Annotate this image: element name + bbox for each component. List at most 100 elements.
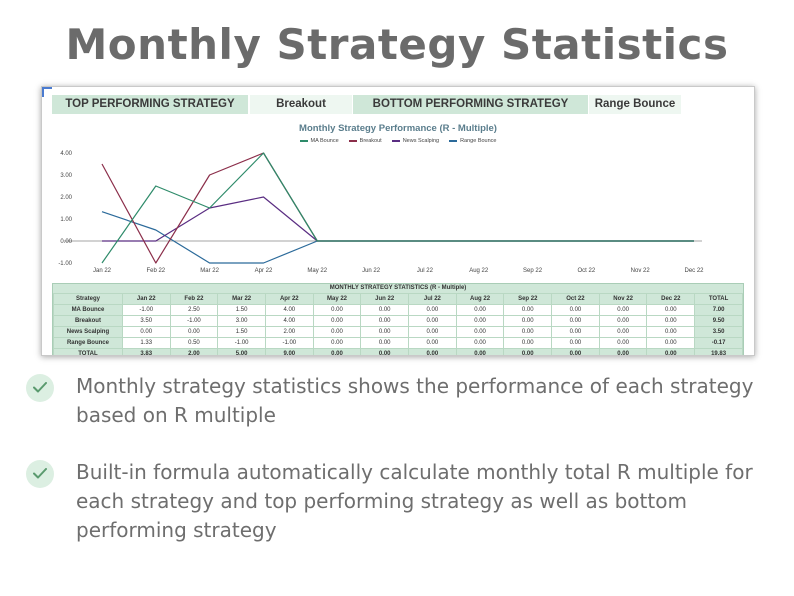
strategy-name-cell[interactable]: News Scalping <box>53 326 123 338</box>
column-header[interactable]: Mar 22 <box>217 293 266 305</box>
column-header[interactable]: Jan 22 <box>121 293 171 305</box>
table-cell[interactable]: 0.00 <box>503 304 553 316</box>
table-cell[interactable]: 0.00 <box>503 337 553 349</box>
strategy-name-cell[interactable]: TOTAL <box>53 348 123 355</box>
column-header[interactable]: Aug 22 <box>455 293 505 305</box>
table-cell[interactable]: 0.00 <box>360 315 410 327</box>
table-cell[interactable]: -1.00 <box>169 315 219 327</box>
table-cell[interactable]: 0.00 <box>408 315 457 327</box>
table-cell[interactable]: 4.00 <box>264 315 314 327</box>
table-cell[interactable]: 0.00 <box>646 304 696 316</box>
table-cell[interactable]: 1.33 <box>121 337 171 349</box>
table-cell[interactable]: 0.00 <box>360 326 410 338</box>
column-header[interactable]: Jun 22 <box>360 293 410 305</box>
table-cell[interactable]: 0.00 <box>503 315 553 327</box>
strategy-name-cell[interactable]: Range Bounce <box>53 337 123 349</box>
table-cell[interactable]: 0.00 <box>503 348 553 355</box>
table-cell[interactable]: 5.00 <box>217 348 266 355</box>
table-cell[interactable]: 0.00 <box>646 337 696 349</box>
table-cell[interactable]: 3.50 <box>121 315 171 327</box>
table-cell[interactable]: 0.00 <box>408 348 457 355</box>
table-cell[interactable]: 0.00 <box>551 315 600 327</box>
table-cell[interactable]: 2.50 <box>169 304 219 316</box>
x-tick-label: May 22 <box>307 268 327 274</box>
table-cell[interactable]: 0.00 <box>646 326 696 338</box>
table-cell[interactable]: 9.50 <box>694 315 743 327</box>
column-header[interactable]: Dec 22 <box>646 293 696 305</box>
table-cell[interactable]: 0.00 <box>646 315 696 327</box>
y-tick-label: -1.00 <box>58 261 72 267</box>
table-cell[interactable]: 0.00 <box>455 348 505 355</box>
column-header[interactable]: Nov 22 <box>598 293 648 305</box>
table-cell[interactable]: 3.00 <box>217 315 266 327</box>
table-cell[interactable]: 0.00 <box>455 315 505 327</box>
x-tick-label: Jul 22 <box>417 268 434 274</box>
column-header[interactable]: Strategy <box>53 293 123 305</box>
table-cell[interactable]: 3.50 <box>694 326 743 338</box>
table-cell[interactable]: 0.00 <box>408 304 457 316</box>
legend-item: Range Bounce <box>449 138 496 144</box>
x-tick-label: Apr 22 <box>255 268 273 274</box>
table-cell[interactable]: 2.00 <box>264 326 314 338</box>
table-cell[interactable]: 0.00 <box>551 337 600 349</box>
table-cell[interactable]: 0.00 <box>408 326 457 338</box>
series-line-news-scalping <box>102 196 694 242</box>
table-cell[interactable]: 7.00 <box>694 304 743 316</box>
table-cell[interactable]: 0.00 <box>646 348 696 355</box>
table-cell[interactable]: 19.83 <box>694 348 743 355</box>
table-cell[interactable]: 3.83 <box>121 348 171 355</box>
legend-item: MA Bounce <box>299 138 339 144</box>
table-cell[interactable]: 0.00 <box>312 304 362 316</box>
table-cell[interactable]: 4.00 <box>264 304 314 316</box>
table-cell[interactable]: 0.00 <box>598 304 648 316</box>
table-cell[interactable]: 2.00 <box>169 348 219 355</box>
table-cell[interactable]: 0.00 <box>503 326 553 338</box>
table-cell[interactable]: 1.50 <box>217 304 266 316</box>
column-header[interactable]: TOTAL <box>694 293 743 305</box>
x-tick-label: Jun 22 <box>362 268 381 274</box>
table-cell[interactable]: 0.00 <box>551 304 600 316</box>
column-header[interactable]: Jul 22 <box>408 293 457 305</box>
table-cell[interactable]: 0.00 <box>551 348 600 355</box>
bottom-performing-value[interactable]: Range Bounce <box>589 95 681 114</box>
table-cell[interactable]: 0.00 <box>121 326 171 338</box>
table-cell[interactable]: 0.00 <box>312 348 362 355</box>
table-cell[interactable]: 0.00 <box>360 304 410 316</box>
table-cell[interactable]: -1.00 <box>264 337 314 349</box>
column-header[interactable]: May 22 <box>312 293 362 305</box>
top-performing-value[interactable]: Breakout <box>250 95 352 114</box>
column-header[interactable]: Feb 22 <box>169 293 219 305</box>
table-cell[interactable]: 0.00 <box>360 348 410 355</box>
strategy-name-cell[interactable]: MA Bounce <box>53 304 123 316</box>
table-cell[interactable]: 0.00 <box>360 337 410 349</box>
table-cell[interactable]: -1.00 <box>121 304 171 316</box>
bullet-text: Monthly strategy statistics shows the pe… <box>76 374 754 427</box>
table-cell[interactable]: 0.00 <box>408 337 457 349</box>
chart-legend: MA Bounce Breakout News Scalping Range Boun… <box>42 138 754 144</box>
column-header[interactable]: Oct 22 <box>551 293 600 305</box>
column-header[interactable]: Sep 22 <box>503 293 553 305</box>
table-cell[interactable]: 0.50 <box>169 337 219 349</box>
table-cell[interactable]: 0.00 <box>598 326 648 338</box>
table-cell[interactable]: 0.00 <box>312 326 362 338</box>
table-cell[interactable]: 0.00 <box>169 326 219 338</box>
y-tick-label: 2.00 <box>60 195 72 201</box>
table-cell[interactable]: 0.00 <box>312 315 362 327</box>
table-cell[interactable]: 9.00 <box>264 348 314 355</box>
table-cell[interactable]: 0.00 <box>455 326 505 338</box>
table-cell[interactable]: 0.00 <box>598 348 648 355</box>
table-cell[interactable]: 0.00 <box>455 337 505 349</box>
table-cell[interactable]: 1.50 <box>217 326 266 338</box>
column-header[interactable]: Apr 22 <box>264 293 314 305</box>
cell-selection-corner[interactable] <box>42 87 52 97</box>
table-cell[interactable]: -0.17 <box>694 337 743 349</box>
table-cell[interactable]: 0.00 <box>598 315 648 327</box>
x-tick-label: Oct 22 <box>578 268 596 274</box>
table-cell[interactable]: -1.00 <box>217 337 266 349</box>
table-cell[interactable]: 0.00 <box>455 304 505 316</box>
table-cell[interactable]: 0.00 <box>551 326 600 338</box>
table-cell[interactable]: 0.00 <box>598 337 648 349</box>
legend-swatch <box>449 140 458 142</box>
table-cell[interactable]: 0.00 <box>312 337 362 349</box>
strategy-name-cell[interactable]: Breakout <box>53 315 123 327</box>
